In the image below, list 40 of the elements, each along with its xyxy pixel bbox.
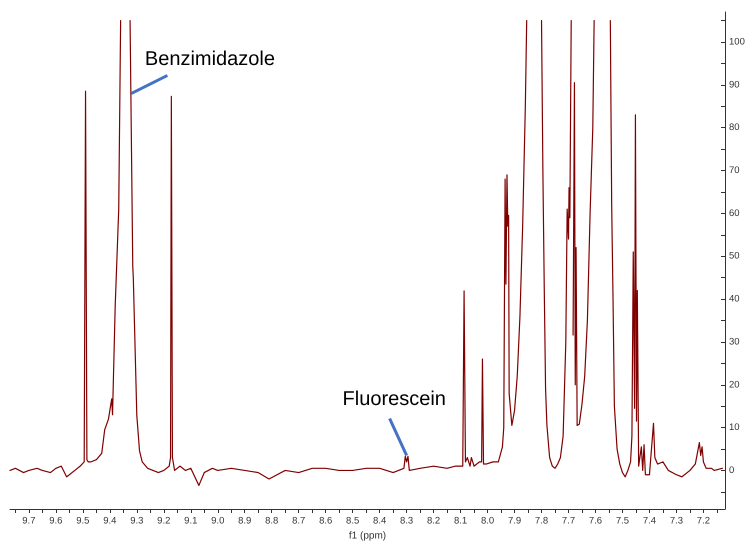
x-tick-label: 7.9 [508, 516, 522, 526]
x-tick-label: 9.5 [76, 516, 90, 526]
x-tick-label: 9.2 [157, 516, 170, 526]
x-tick-label: 7.4 [642, 516, 656, 526]
x-tick-label: 8.8 [265, 516, 278, 526]
y-tick-label: 90 [729, 79, 740, 90]
y-tick-label: 50 [729, 250, 740, 262]
x-tick-label: 9.6 [49, 516, 62, 526]
x-tick-label: 8.9 [238, 516, 252, 526]
x-tick-label: 9.4 [103, 516, 116, 526]
x-tick-label: 8.5 [346, 516, 360, 526]
y-tick-label: 60 [729, 208, 740, 219]
x-tick-label: 7.6 [588, 516, 602, 526]
y-tick-label: 70 [729, 165, 740, 176]
y-tick-label: 100 [729, 36, 745, 48]
x-tick-label: 8.2 [426, 516, 440, 526]
x-tick-label: 9.1 [184, 516, 198, 526]
annotation: Fluorescein [342, 388, 446, 410]
x-tick-label: 8.6 [319, 516, 332, 526]
x-tick-label: 8.4 [373, 516, 386, 526]
y-tick-label: 20 [729, 379, 740, 390]
annotation: Benzimidazole [144, 48, 275, 70]
x-tick-label: 8.7 [292, 516, 306, 526]
x-tick-label: 7.3 [670, 516, 684, 526]
x-tick-label: 8.3 [400, 516, 414, 526]
x-tick-label: 7.2 [696, 516, 710, 526]
x-tick-label: 9.0 [211, 516, 224, 526]
y-tick-label: 30 [729, 336, 740, 348]
x-axis-title: f1 (ppm) [348, 530, 386, 542]
y-tick-label: 10 [729, 422, 740, 434]
x-tick-label: 7.8 [534, 516, 548, 526]
x-tick-label: 7.7 [562, 516, 576, 526]
x-tick-label: 8.1 [454, 516, 468, 526]
y-tick-label: 80 [729, 122, 740, 134]
x-tick-label: 9.3 [130, 516, 144, 526]
y-tick-label: 0 [729, 464, 734, 476]
x-tick-label: 7.5 [616, 516, 630, 526]
x-tick-label: 9.7 [22, 516, 36, 526]
x-tick-label: 8.0 [480, 516, 494, 526]
y-tick-label: 40 [729, 294, 740, 305]
